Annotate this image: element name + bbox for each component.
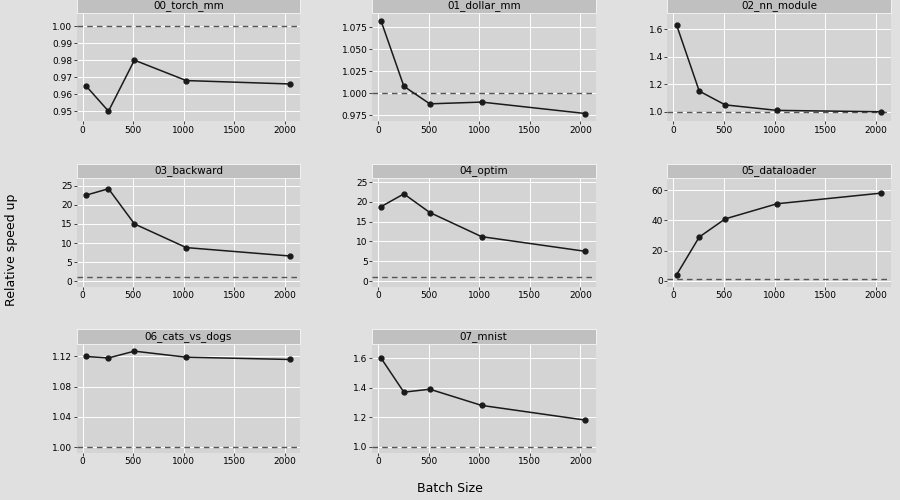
Text: 05_dataloader: 05_dataloader [742, 166, 816, 176]
FancyBboxPatch shape [76, 164, 301, 178]
FancyBboxPatch shape [372, 0, 596, 12]
Text: Batch Size: Batch Size [417, 482, 483, 495]
Text: Relative speed up: Relative speed up [4, 194, 17, 306]
FancyBboxPatch shape [76, 330, 301, 344]
FancyBboxPatch shape [372, 164, 596, 178]
Text: 03_backward: 03_backward [154, 166, 223, 176]
Text: 00_torch_mm: 00_torch_mm [153, 0, 224, 11]
FancyBboxPatch shape [667, 164, 891, 178]
Text: 07_mnist: 07_mnist [460, 331, 508, 342]
Text: 06_cats_vs_dogs: 06_cats_vs_dogs [145, 331, 232, 342]
FancyBboxPatch shape [667, 0, 891, 12]
FancyBboxPatch shape [372, 330, 596, 344]
Text: 04_optim: 04_optim [459, 166, 508, 176]
Text: 02_nn_module: 02_nn_module [741, 0, 817, 11]
FancyBboxPatch shape [76, 0, 301, 12]
Text: 01_dollar_mm: 01_dollar_mm [447, 0, 520, 11]
